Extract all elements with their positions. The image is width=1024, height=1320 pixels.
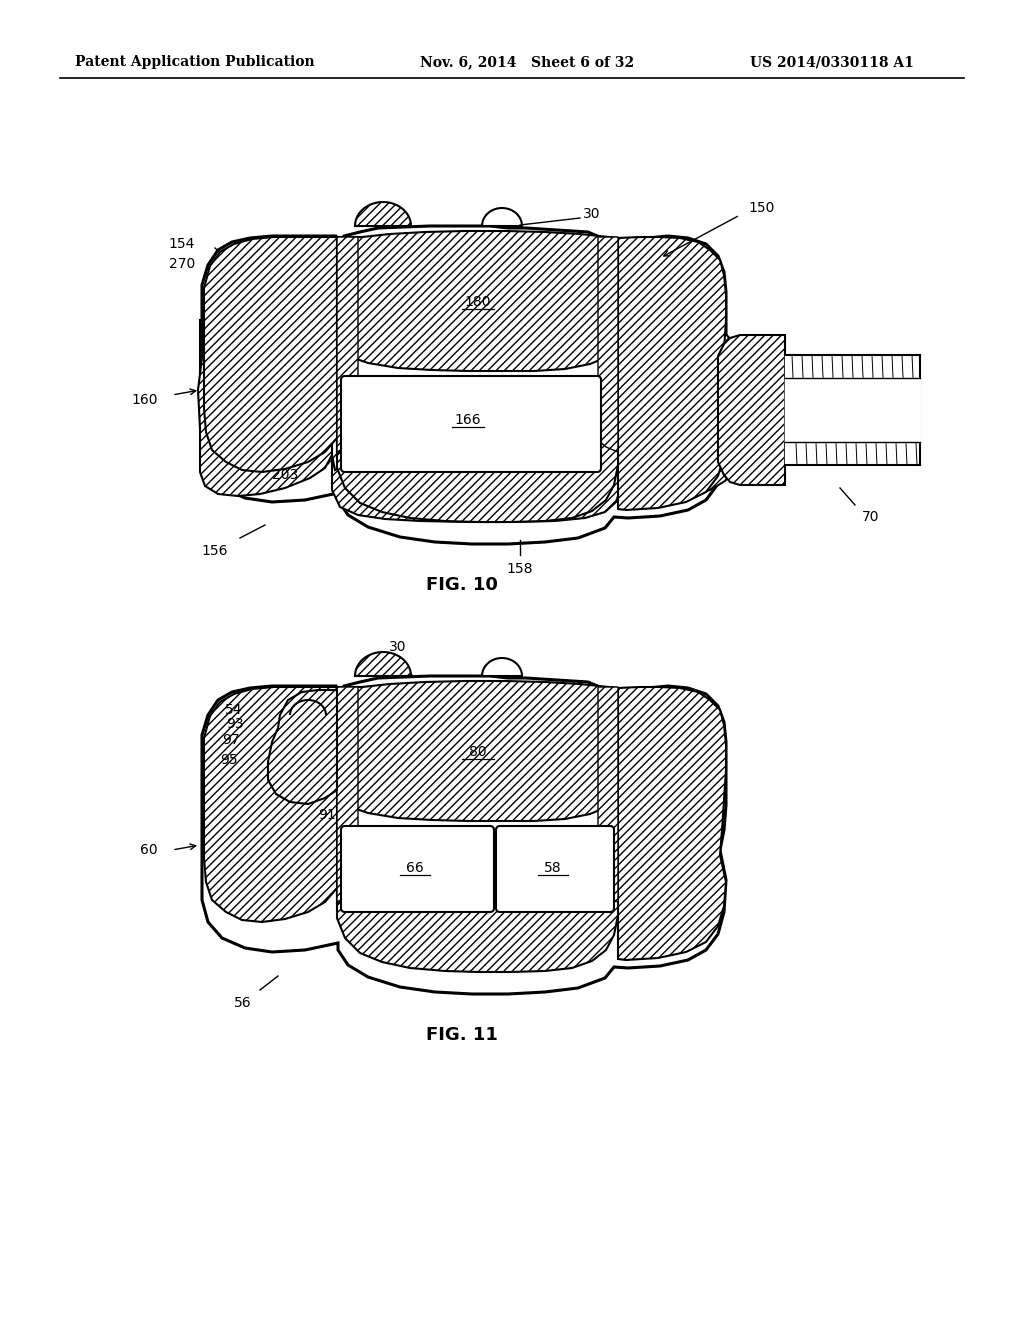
Polygon shape — [598, 686, 618, 902]
Text: 91: 91 — [318, 808, 336, 822]
Text: 30: 30 — [583, 207, 600, 220]
Polygon shape — [202, 676, 726, 994]
Text: 156: 156 — [202, 544, 228, 558]
Text: FIG. 10: FIG. 10 — [426, 576, 498, 594]
Text: 30: 30 — [389, 640, 407, 653]
Text: 203: 203 — [271, 469, 298, 482]
Text: 166: 166 — [455, 413, 481, 426]
FancyBboxPatch shape — [496, 826, 614, 912]
Polygon shape — [355, 652, 411, 676]
Polygon shape — [202, 226, 726, 544]
Polygon shape — [482, 659, 522, 676]
Polygon shape — [718, 335, 785, 484]
Polygon shape — [620, 310, 742, 498]
Text: 60: 60 — [140, 843, 158, 857]
Polygon shape — [268, 690, 337, 804]
Text: FIG. 11: FIG. 11 — [426, 1026, 498, 1044]
Text: US 2014/0330118 A1: US 2014/0330118 A1 — [750, 55, 913, 69]
Text: 54: 54 — [224, 704, 242, 717]
Polygon shape — [618, 238, 726, 510]
Polygon shape — [598, 238, 618, 451]
Polygon shape — [355, 202, 411, 226]
Polygon shape — [785, 378, 920, 442]
Polygon shape — [337, 231, 618, 371]
Text: 95: 95 — [220, 752, 238, 767]
Polygon shape — [204, 686, 337, 921]
Polygon shape — [337, 420, 618, 521]
Text: 58: 58 — [544, 861, 562, 875]
Text: 80: 80 — [469, 744, 486, 759]
Polygon shape — [204, 238, 337, 473]
Text: Patent Application Publication: Patent Application Publication — [75, 55, 314, 69]
Polygon shape — [337, 686, 358, 902]
Polygon shape — [785, 355, 920, 465]
FancyBboxPatch shape — [341, 376, 601, 473]
Polygon shape — [332, 440, 620, 521]
Text: 66: 66 — [407, 861, 424, 875]
Polygon shape — [482, 209, 522, 226]
Text: 154: 154 — [169, 238, 195, 251]
Text: 56: 56 — [234, 997, 252, 1010]
Polygon shape — [337, 681, 618, 821]
Text: 160: 160 — [131, 393, 158, 407]
Text: 158: 158 — [507, 562, 534, 576]
FancyBboxPatch shape — [341, 826, 494, 912]
Text: Nov. 6, 2014   Sheet 6 of 32: Nov. 6, 2014 Sheet 6 of 32 — [420, 55, 634, 69]
Polygon shape — [337, 870, 618, 972]
Polygon shape — [618, 686, 726, 960]
Text: 180: 180 — [465, 294, 492, 309]
Polygon shape — [198, 310, 332, 496]
Text: 97: 97 — [222, 733, 240, 747]
Text: 93: 93 — [226, 717, 244, 731]
Text: 150: 150 — [748, 201, 774, 215]
Text: 270: 270 — [169, 257, 195, 271]
Text: 70: 70 — [862, 510, 880, 524]
Polygon shape — [337, 238, 358, 451]
